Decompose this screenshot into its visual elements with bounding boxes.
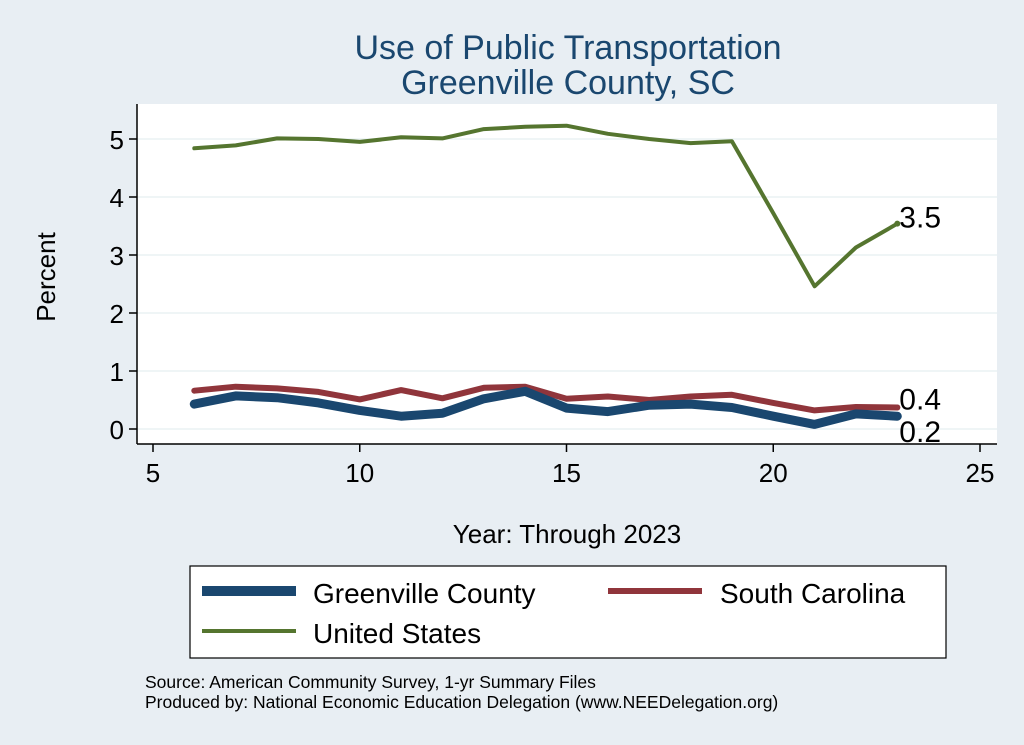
end-label-south-carolina: 0.4	[899, 384, 941, 417]
chart-title-line-1: Use of Public Transportation	[354, 29, 781, 67]
y-tick-label: 1	[110, 357, 124, 387]
end-label-united-states: 3.5	[899, 202, 941, 235]
series-line-greenville-county	[189, 386, 902, 429]
source-note: Source: American Community Survey, 1-yr …	[145, 672, 596, 692]
series-line-south-carolina	[191, 383, 901, 414]
series-line-united-states	[192, 123, 900, 289]
legend-label-greenville-county: Greenville County	[313, 578, 536, 609]
legend-label-south-carolina: South Carolina	[720, 578, 906, 609]
end-labels: 0.20.4 3.5	[899, 202, 941, 450]
x-axis-title: Year: Through 2023	[453, 519, 681, 549]
y-tick-label: 4	[110, 183, 124, 213]
grid-lines	[137, 138, 997, 430]
x-tick-label: 15	[552, 458, 581, 488]
x-tick-label: 20	[759, 458, 788, 488]
series-end-point	[894, 404, 901, 411]
series-end-point	[894, 413, 901, 420]
legend-label-united-states: United States	[313, 618, 481, 649]
producer-note: Produced by: National Economic Education…	[145, 692, 778, 712]
x-tick-label: 25	[966, 458, 995, 488]
y-tick-label: 0	[110, 415, 124, 445]
x-tick-label: 5	[146, 458, 160, 488]
y-axis-title: Percent	[31, 231, 61, 321]
axes: 0 1 2 3 4 5 5 10 15 20 25	[110, 104, 997, 488]
chart-title-line-2: Greenville County, SC	[401, 64, 735, 102]
series-lines	[189, 123, 902, 429]
y-tick-label: 5	[110, 125, 124, 155]
x-tick-label: 10	[345, 458, 374, 488]
legend-box	[189, 565, 947, 659]
y-tick-label: 3	[110, 241, 124, 271]
legend: Greenville County South Carolina United …	[189, 565, 947, 659]
y-tick-label: 2	[110, 299, 124, 329]
series-end-point	[894, 220, 901, 227]
end-label-greenville-county: 0.2	[899, 416, 941, 449]
